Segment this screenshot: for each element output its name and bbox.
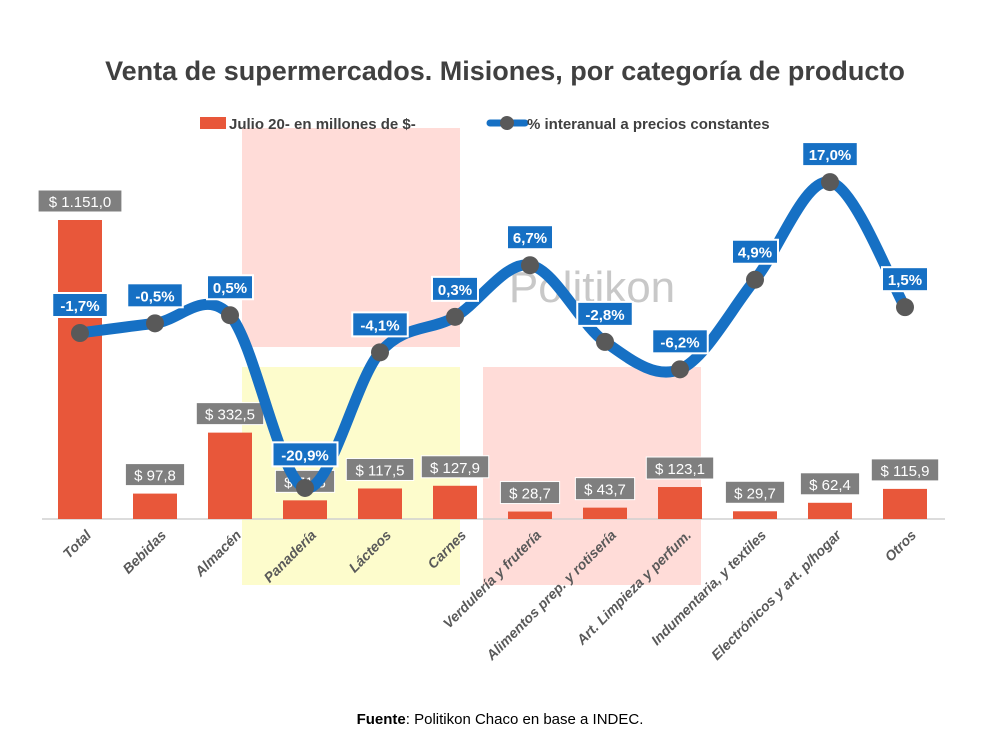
bar [883,488,927,519]
line-marker [596,332,614,351]
line-label-box [506,224,554,251]
line-label-box [881,266,929,293]
source-bold: Fuente [357,711,406,728]
line-data-label: 0,5% [213,280,247,297]
bar [808,502,852,519]
line-label-box [576,300,634,327]
bar [58,220,102,519]
line-label-box [126,282,184,309]
bar-data-label: $ 127,9 [430,460,480,477]
bar [733,511,777,519]
legend: Julio 20- en millones de $- % interanual… [200,116,770,133]
legend-line-label: % interanual a precios constantes [527,116,770,133]
bar [658,487,702,519]
line-marker [221,306,239,325]
line-marker [146,314,164,333]
line-label-box [51,292,109,318]
x-tick-label: Otros [881,527,919,565]
line-label-box [431,275,479,302]
x-tick-label: Bebidas [119,527,169,577]
line-label-box [651,328,709,355]
line-data-label: -6,2% [660,334,699,351]
bar-data-label: $ 332,5 [205,407,255,424]
bar-data-label: $ 29,7 [734,485,776,502]
bar-label-box [870,458,940,482]
bar-label-box [420,455,490,479]
bar-label-box [574,477,636,501]
bar-data-label: $ 123,1 [655,461,705,478]
line-label-box [731,238,779,265]
line-data-label: -1,7% [60,298,99,315]
bar-label-box [124,463,186,487]
line-label-box [271,441,339,468]
line-data-label: 4,9% [738,245,772,262]
line-marker [296,478,314,497]
bar-label-box [799,472,861,496]
bar-label-box [724,480,786,504]
bar-label-box [645,456,715,480]
bar-data-label: $ 115,9 [881,463,930,480]
legend-line-marker [500,116,514,130]
chart-title: Venta de supermercados. Misiones, por ca… [105,56,905,86]
line-data-label: 6,7% [513,230,547,247]
line-data-label: 0,3% [438,282,472,299]
line-marker [446,307,464,326]
x-tick-label: Electrónicos y art. p/hogar [708,526,845,663]
line-label-box [206,274,254,301]
line-data-label: 17,0% [809,147,852,164]
line-marker [671,360,689,379]
source-note: Fuente: Politikon Chaco en base a INDEC. [357,711,644,728]
bar-label-box [499,481,561,505]
line-data-label: -2,8% [585,307,624,324]
source-text: : Politikon Chaco en base a INDEC. [406,711,644,728]
x-tick-label: Almacén [191,527,244,580]
bar-data-label: $ 62,4 [809,477,851,494]
legend-bar-swatch [200,117,226,129]
line-data-label: -0,5% [135,288,174,305]
bar [283,500,327,519]
line-data-label: -4,1% [360,317,399,334]
line-marker [371,343,389,362]
line-marker [746,270,764,289]
line-label-box [351,311,409,338]
line-marker [821,173,839,192]
line-marker [521,256,539,275]
bar-label-box [345,457,415,481]
x-tick-label: Total [60,526,95,561]
bar [358,488,402,519]
bar [208,432,252,519]
bar [433,485,477,519]
line-data-label: 1,5% [888,272,922,289]
bar-data-label: $ 117,5 [356,462,405,479]
bar-data-label: $ 43,7 [584,482,626,499]
legend-bar-label: Julio 20- en millones de $- [229,116,416,133]
line-label-box [801,141,859,168]
bar [583,507,627,519]
highlight-region [242,128,460,347]
line-marker [71,324,89,342]
line-data-label: -20,9% [281,447,329,464]
bar-data-label: $ 28,7 [509,486,551,503]
bar-label-box [37,189,123,213]
bar-data-label: $ 97,8 [134,468,176,485]
bar-data-label: $ 1.151,0 [49,194,112,211]
bar [133,493,177,519]
bar [508,511,552,519]
line-marker [896,298,914,317]
